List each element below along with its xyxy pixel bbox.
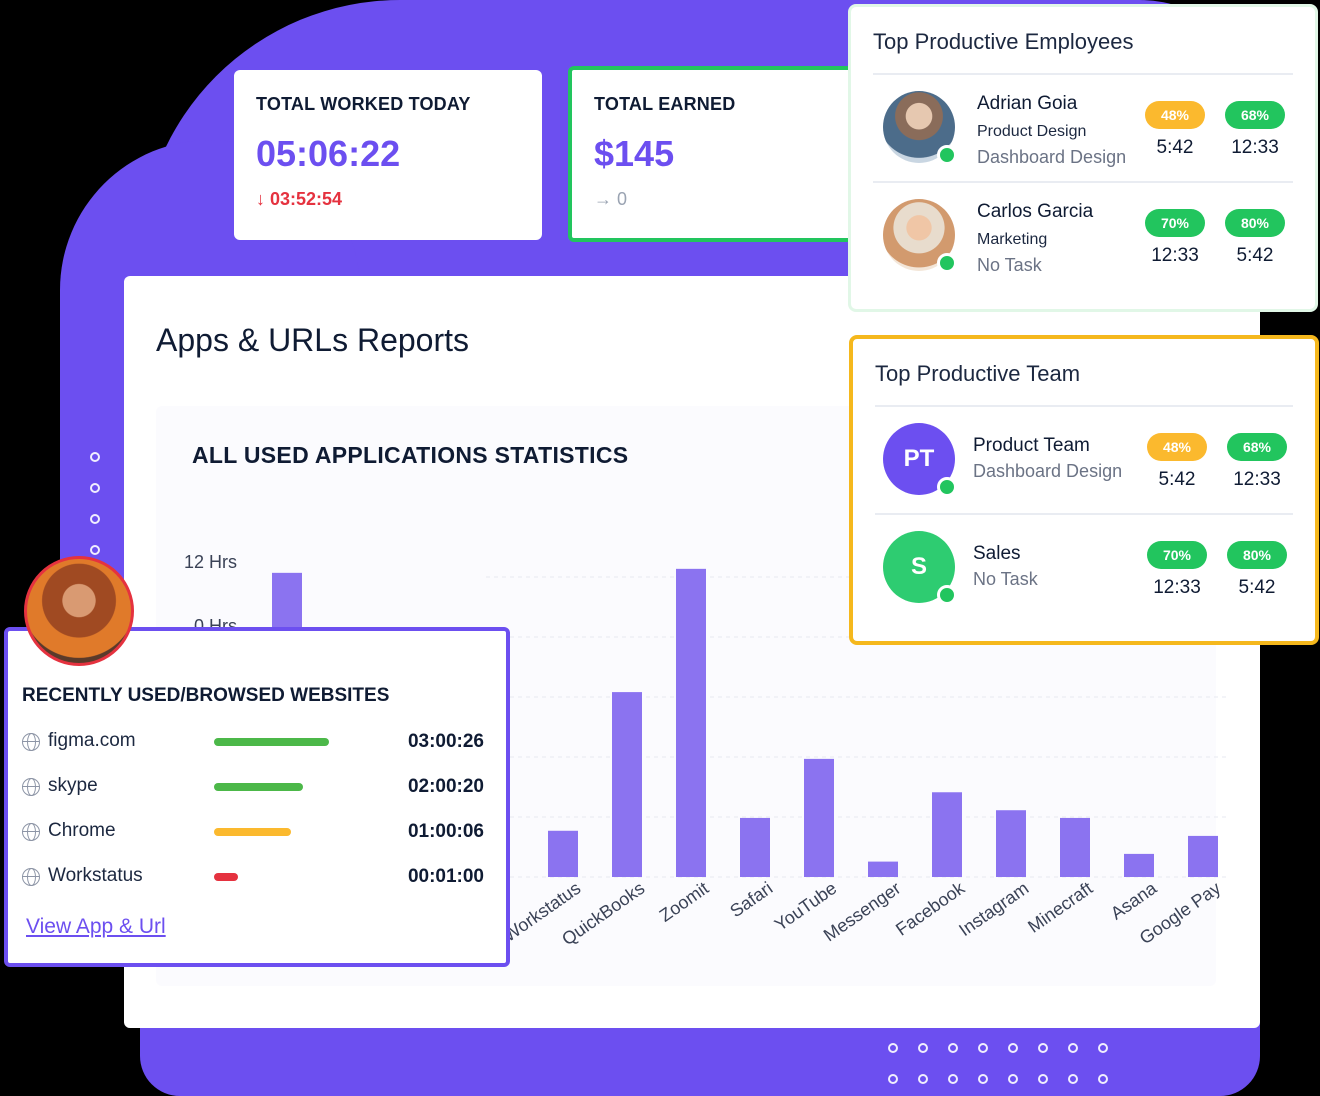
globe-icon xyxy=(22,733,40,751)
x-tick-label: Facebook xyxy=(892,877,969,939)
total-worked-label: TOTAL WORKED TODAY xyxy=(256,94,471,114)
chart-bar xyxy=(1188,835,1218,877)
chart-bar xyxy=(676,568,706,877)
chart-bar xyxy=(548,830,578,877)
view-app-url-link[interactable]: View App & Url xyxy=(26,915,166,938)
percent-badge: 70% xyxy=(1147,541,1207,569)
time-value: 5:42 xyxy=(1158,469,1196,490)
usage-bar xyxy=(214,828,291,836)
percent-badge: 48% xyxy=(1147,433,1207,461)
globe-icon xyxy=(22,823,40,841)
list-item[interactable]: figma.com 03:00:26 xyxy=(22,727,492,757)
team-task: No Task xyxy=(973,569,1038,589)
top-employees-title: Top Productive Employees xyxy=(873,29,1293,75)
globe-icon xyxy=(22,778,40,796)
time-value: 5:42 xyxy=(1236,245,1274,266)
globe-icon xyxy=(22,868,40,886)
site-time: 01:00:06 xyxy=(407,821,484,842)
x-tick-label: Asana xyxy=(1107,877,1161,923)
employee-task: Dashboard Design xyxy=(977,147,1127,167)
usage-bar xyxy=(214,783,303,791)
site-name: Chrome xyxy=(48,820,116,841)
team-name: Sales xyxy=(973,543,1021,564)
time-value: 12:33 xyxy=(1233,469,1281,490)
x-tick-label: Zoomit xyxy=(656,878,713,926)
time-value: 5:42 xyxy=(1156,137,1194,158)
total-worked-value: 05:06:22 xyxy=(256,133,401,174)
time-value: 5:42 xyxy=(1238,577,1276,598)
employee-role: Marketing xyxy=(977,231,1048,248)
online-status-dot xyxy=(937,585,957,605)
chart-bar xyxy=(612,692,642,877)
team-row[interactable]: S Sales No Task 70% 12:33 80% 5:42 xyxy=(875,515,1293,623)
employee-row[interactable]: Carlos Garcia Marketing No Task 70% 12:33… xyxy=(873,183,1293,291)
site-time: 03:00:26 xyxy=(407,731,484,752)
site-name: figma.com xyxy=(48,730,136,751)
percent-badge: 68% xyxy=(1227,433,1287,461)
avatar xyxy=(883,91,957,165)
x-tick-label: Instagram xyxy=(955,878,1032,940)
usage-bar xyxy=(214,873,238,881)
total-earned-label: TOTAL EARNED xyxy=(594,94,736,114)
top-team-title: Top Productive Team xyxy=(875,361,1293,407)
chart-bar xyxy=(1124,853,1154,877)
recent-websites-title: RECENTLY USED/BROWSED WEBSITES xyxy=(22,685,390,706)
online-status-dot xyxy=(937,145,957,165)
list-item[interactable]: Chrome 01:00:06 xyxy=(22,817,492,847)
employee-row[interactable]: Adrian Goia Product Design Dashboard Des… xyxy=(873,75,1293,183)
team-avatar: S xyxy=(883,531,957,605)
team-initials: S xyxy=(910,553,927,580)
percent-badge: 80% xyxy=(1227,541,1287,569)
total-worked-delta: ↓ 03:52:54 xyxy=(256,189,343,209)
site-name: skype xyxy=(48,775,98,796)
chart-bar xyxy=(804,758,834,877)
team-avatar: PT xyxy=(883,423,957,497)
employee-role: Product Design xyxy=(977,123,1087,140)
employee-name: Carlos Garcia xyxy=(977,201,1094,222)
top-employees-card: Top Productive Employees Adrian Goia Pro… xyxy=(848,4,1318,312)
site-name: Workstatus xyxy=(48,865,143,886)
employee-task: No Task xyxy=(977,255,1042,275)
team-name: Product Team xyxy=(973,435,1090,456)
percent-badge: 68% xyxy=(1225,101,1285,129)
decorative-dots xyxy=(888,1043,1108,1084)
recent-websites-card: RECENTLY USED/BROWSED WEBSITES figma.com… xyxy=(4,627,510,967)
avatar xyxy=(883,199,957,273)
team-task: Dashboard Design xyxy=(973,461,1123,481)
top-team-card: Top Productive Team PT Product Team Dash… xyxy=(849,335,1319,645)
list-item[interactable]: skype 02:00:20 xyxy=(22,772,492,802)
site-time: 00:01:00 xyxy=(407,866,484,887)
chart-bar xyxy=(932,792,962,877)
team-row[interactable]: PT Product Team Dashboard Design 48% 5:42… xyxy=(875,407,1293,515)
report-title: Apps & URLs Reports xyxy=(156,322,470,358)
percent-badge: 70% xyxy=(1145,209,1205,237)
total-earned-card: TOTAL EARNED $145 → 0 xyxy=(568,66,886,242)
usage-bar xyxy=(214,738,329,746)
percent-badge: 48% xyxy=(1145,101,1205,129)
time-value: 12:33 xyxy=(1151,245,1199,266)
total-earned-value: $145 xyxy=(594,133,675,174)
online-status-dot xyxy=(937,253,957,273)
list-item[interactable]: Workstatus 00:01:00 xyxy=(22,862,492,892)
total-earned-delta: → 0 xyxy=(594,189,628,209)
online-status-dot xyxy=(937,477,957,497)
employee-name: Adrian Goia xyxy=(977,93,1078,114)
total-worked-card: TOTAL WORKED TODAY 05:06:22 ↓ 03:52:54 xyxy=(234,70,542,240)
team-initials: PT xyxy=(903,445,935,472)
chart-bar xyxy=(740,817,770,877)
y-tick-label: 12 Hrs xyxy=(184,552,237,572)
x-tick-label: Safari xyxy=(726,878,776,921)
chart-title: ALL USED APPLICATIONS STATISTICS xyxy=(192,442,629,468)
time-value: 12:33 xyxy=(1153,577,1201,598)
percent-badge: 80% xyxy=(1225,209,1285,237)
chart-bar xyxy=(996,810,1026,877)
chart-bar xyxy=(1060,817,1090,877)
avatar xyxy=(24,556,134,666)
chart-bar xyxy=(868,861,898,877)
x-tick-label: Minecraft xyxy=(1024,878,1096,937)
time-value: 12:33 xyxy=(1231,137,1279,158)
site-time: 02:00:20 xyxy=(407,776,484,797)
